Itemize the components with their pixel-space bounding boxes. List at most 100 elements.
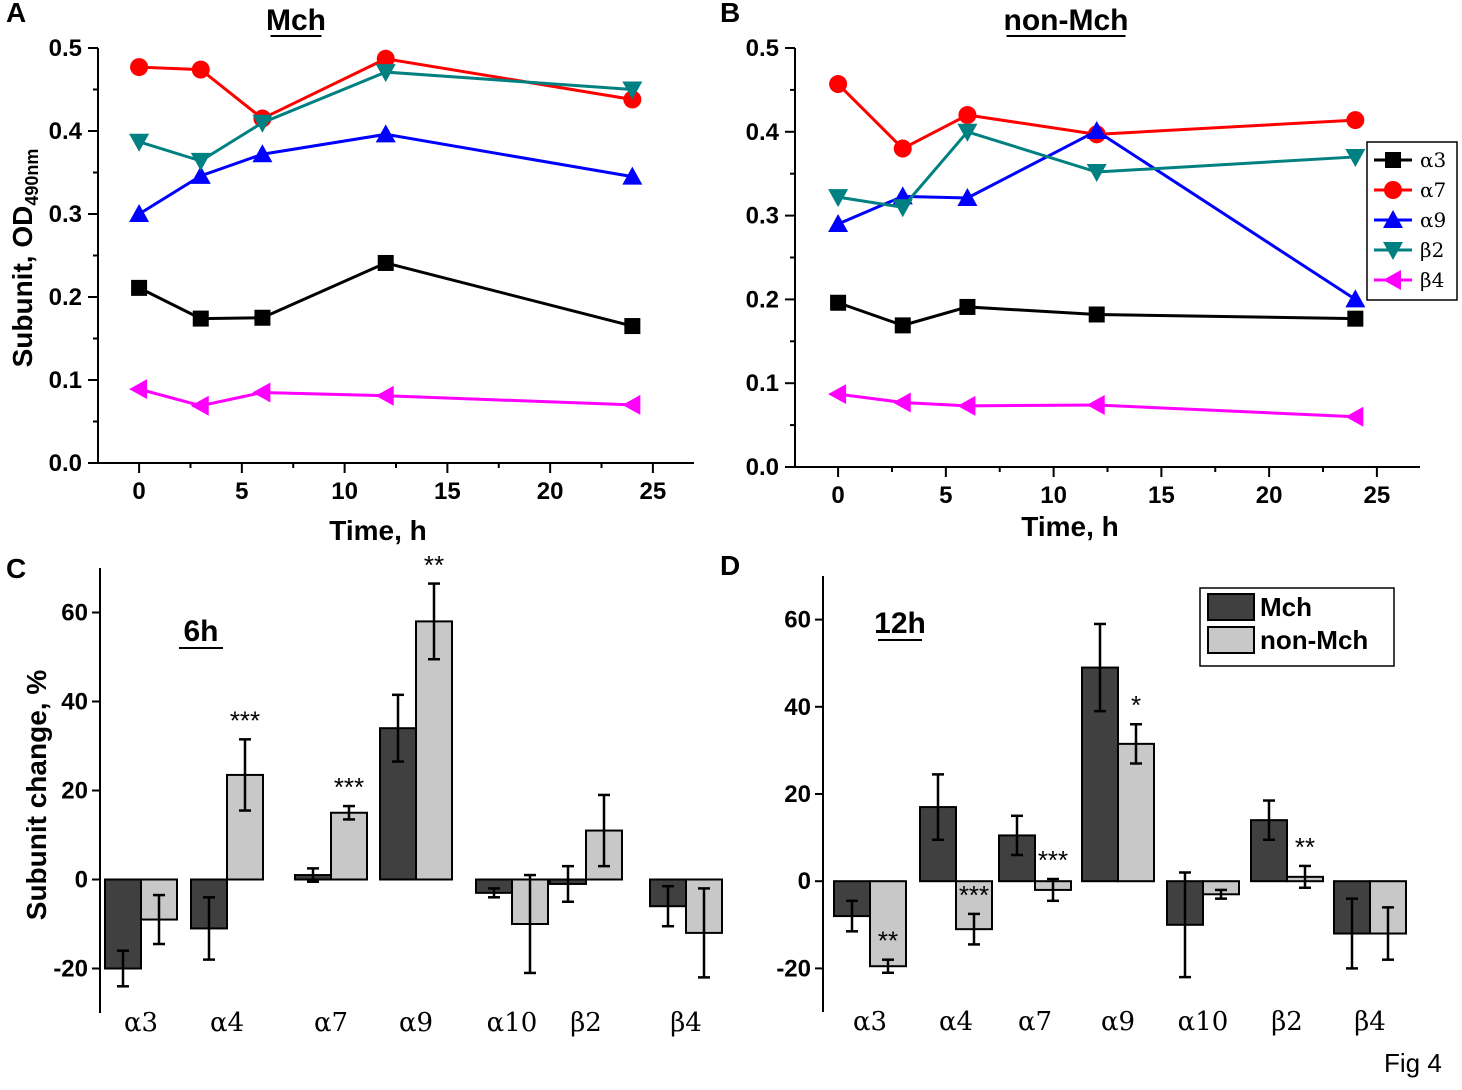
category-label: α7: [314, 1008, 348, 1038]
data-point: [1086, 164, 1107, 183]
legend-label: α7: [1420, 178, 1446, 202]
data-point: [828, 189, 849, 208]
y-tick-label: 0.3: [49, 201, 82, 228]
category-label: α9: [1101, 1007, 1135, 1037]
category-label: α10: [1178, 1007, 1229, 1037]
y-tick-label: 0.4: [49, 118, 83, 145]
data-point: [375, 124, 396, 143]
y-tick-label: -20: [53, 956, 88, 983]
x-axis-label: Time, h: [329, 515, 427, 546]
chart-title: non-Mch: [1004, 4, 1129, 37]
data-point: [1345, 148, 1366, 167]
panel-letter: D: [720, 550, 740, 581]
y-tick-label: 0.1: [49, 367, 82, 394]
data-point: [192, 310, 209, 327]
series-line-α9: [837, 129, 1357, 301]
data-point: [1346, 111, 1365, 130]
x-tick-label: 0: [831, 482, 844, 509]
category-label: α7: [1018, 1007, 1052, 1037]
y-tick-label: 0.0: [49, 450, 82, 477]
data-point: [1088, 306, 1105, 323]
data-point: [893, 139, 912, 158]
category-label: α9: [399, 1008, 433, 1038]
significance-label: **: [878, 926, 898, 956]
data-point: [129, 133, 150, 152]
legend-marker: [1383, 210, 1403, 228]
y-axis-label: Subunit change, %: [21, 670, 52, 921]
legend-marker: [1383, 242, 1403, 260]
data-point: [377, 254, 394, 271]
x-tick-label: 25: [640, 478, 667, 505]
data-point: [892, 392, 911, 413]
x-tick-label: 5: [235, 478, 248, 505]
y-tick-label: 60: [784, 607, 811, 634]
data-point: [252, 144, 273, 163]
y-axis-label-sub: 490nm: [22, 149, 42, 206]
significance-label: ***: [230, 705, 260, 735]
x-tick-label: 0: [132, 478, 145, 505]
category-label: α10: [487, 1008, 538, 1038]
y-tick-label: 40: [61, 689, 88, 716]
legend-label: β2: [1420, 238, 1444, 262]
data-point: [129, 204, 150, 222]
data-point: [190, 395, 209, 416]
data-point: [957, 188, 978, 207]
data-point: [622, 81, 643, 100]
chart-title: 12h: [874, 607, 926, 640]
legend-marker: [1383, 270, 1401, 290]
data-point: [376, 49, 395, 68]
data-point: [828, 213, 849, 232]
data-point: [958, 106, 977, 125]
data-point: [190, 152, 211, 171]
data-point: [131, 279, 148, 296]
y-axis-label-main: Subunit, OD: [7, 206, 38, 368]
y-tick-label: 0.2: [49, 284, 82, 311]
x-tick-label: 15: [1148, 482, 1175, 509]
significance-label: ***: [334, 772, 364, 802]
data-point: [830, 294, 847, 311]
data-point: [622, 394, 641, 415]
x-tick-label: 10: [1040, 482, 1067, 509]
series-line-β2: [138, 70, 633, 163]
chart-title: 6h: [183, 615, 218, 648]
data-point: [957, 395, 976, 416]
y-tick-label: -20: [776, 955, 811, 982]
y-tick-label: 0.5: [746, 35, 779, 62]
data-point: [1086, 394, 1105, 415]
x-tick-label: 20: [537, 478, 564, 505]
x-tick-label: 5: [939, 482, 952, 509]
significance-label: *: [1131, 690, 1141, 720]
y-tick-label: 0.2: [746, 286, 779, 313]
y-tick-label: 60: [61, 600, 88, 627]
bar-non-mch: [1117, 742, 1155, 883]
data-point: [829, 75, 848, 94]
data-point: [1345, 406, 1364, 427]
panel-letter: B: [720, 0, 740, 28]
legend-label: β4: [1420, 268, 1444, 292]
panel-letter: C: [6, 553, 26, 584]
x-tick-label: 25: [1364, 482, 1391, 509]
y-tick-label: 0.1: [746, 370, 779, 397]
category-label: α4: [939, 1007, 973, 1037]
y-tick-label: 40: [784, 694, 811, 721]
legend-swatch: [1207, 626, 1255, 654]
series-line-α9: [138, 132, 633, 216]
x-tick-label: 15: [434, 478, 461, 505]
category-label: β4: [670, 1008, 702, 1038]
significance-label: ***: [1038, 845, 1068, 875]
legend-marker: [1384, 181, 1402, 199]
y-axis-label: Subunit, OD490nm: [7, 149, 42, 368]
y-tick-label: 0.4: [746, 119, 780, 146]
figure-label: Fig 4: [1384, 1048, 1442, 1078]
data-point: [254, 309, 271, 326]
category-label: α3: [124, 1008, 158, 1038]
y-tick-label: 0: [798, 868, 811, 895]
bar-non-mch: [330, 811, 368, 881]
y-tick-label: 0.0: [746, 454, 779, 481]
data-point: [622, 166, 643, 185]
panel-a: A Mch 0.0 0.1 0.2 0.3 0.4 0.5 0 5 10 15 20 25 Time, h S…: [6, 0, 694, 546]
data-point: [191, 60, 210, 79]
